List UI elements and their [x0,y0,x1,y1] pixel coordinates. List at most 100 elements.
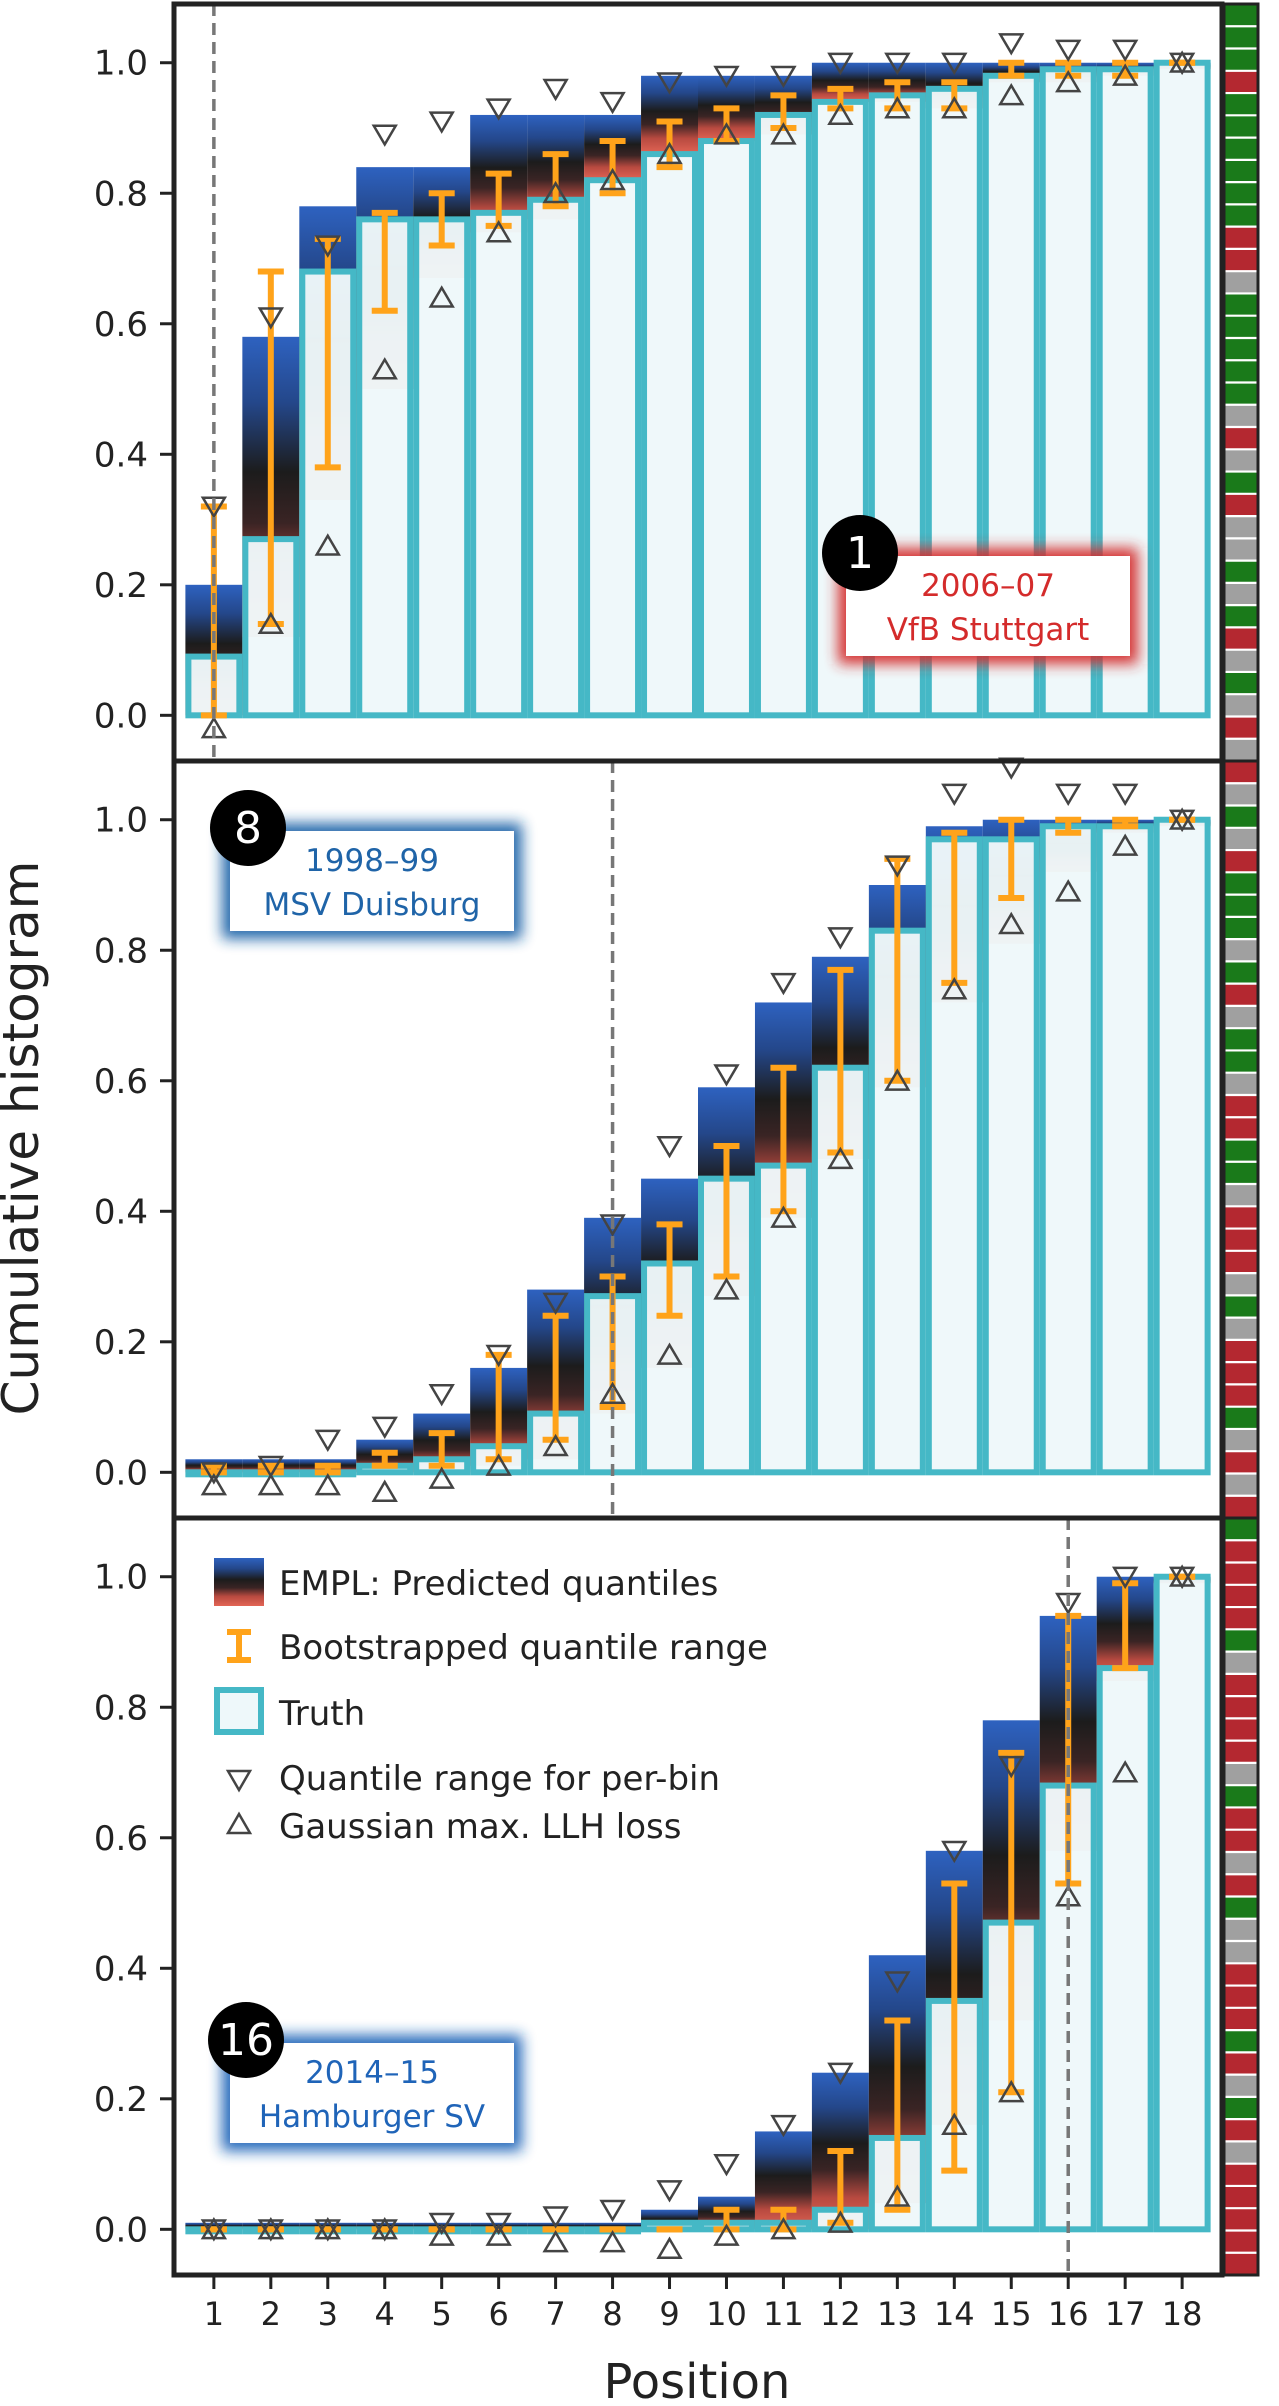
bootstrap-range-6 [485,170,512,229]
y-tick-label: 0.8 [94,931,148,971]
legend-label-1: EMPL: Predicted quantiles [279,1564,718,1604]
up-triangle-17 [1111,833,1139,856]
bootstrap-range-9 [656,1221,683,1319]
strip-cell [1224,2096,1258,2120]
x-tick-label: 3 [318,2295,338,2333]
strip-cell [1224,1807,1258,1831]
y-tick-label: 0.0 [94,696,148,736]
strip-cell [1224,872,1258,896]
down-triangle-14 [941,52,968,76]
strip-cell [1224,182,1258,205]
down-triangle-14 [941,783,968,806]
up-triangle-13 [884,96,911,119]
down-triangle-10 [713,2154,740,2177]
strip-cell [1224,939,1258,962]
y-tick-label: 1.0 [94,1558,148,1598]
up-triangle-11 [770,122,797,145]
strip-cell [1224,271,1258,294]
strip-cell [1224,1273,1258,1296]
strip-cell [1224,649,1258,673]
up-triangle-9 [656,1342,683,1365]
bootstrap-range-5 [428,190,455,249]
bootstrap-range-3 [314,1462,341,1476]
x-tick-label: 10 [706,2295,747,2333]
y-axis-label: Cumulative histogram [0,861,50,1416]
y-tick-label: 0.8 [94,1688,148,1728]
strip-cell [1224,70,1258,94]
down-triangle-14 [941,1840,968,1864]
strip-cell [1224,1072,1258,1096]
up-triangle-17 [1111,1760,1139,1783]
bootstrap-range-7 [542,1312,569,1443]
strip-cell [1224,627,1258,651]
strip-cell [1224,293,1258,317]
strip-cell [1224,1384,1258,1408]
strip-cell [1224,2230,1258,2254]
strip-cell [1224,1317,1258,1341]
strip-cell [1224,1206,1258,1230]
strip-cell [1224,1785,1258,1808]
strip-cell [1224,716,1258,740]
y-tick-label: 1.0 [94,801,148,841]
team-label-box: 2014–15 Hamburger SV 16 [208,2002,522,2151]
x-tick-label: 7 [545,2295,565,2333]
bootstrap-range-15 [998,1749,1025,2096]
up-triangle-1 [200,2216,228,2240]
strip-cell [1224,738,1258,762]
strip-cell [1224,1228,1258,1252]
down-triangle-6 [485,1344,512,1368]
down-triangle-13 [884,1971,911,1994]
x-tick-label: 1 [204,2295,224,2333]
truth-bar-6 [470,209,528,719]
y-tick-label: 0.4 [94,435,148,475]
up-triangle-4 [371,2216,398,2240]
strip-cell [1224,2074,1258,2098]
panel-1: 0.0 0.2 0.4 0.6 0.8 1.0 2006–07 VfB Stuttgart 1 [94,1,1260,764]
y-tick-label: 0.0 [94,1453,148,1493]
rank-badge [822,515,898,591]
bootstrap-range-12 [827,966,854,1156]
legend-swatch-up-triangle [225,1811,253,1835]
rank-number: 1 [846,528,874,579]
strip-cell [1224,2007,1258,2031]
y-tick-label: 0.4 [94,1949,148,1989]
down-triangle-16 [1055,39,1082,63]
down-triangle-7 [542,2206,569,2229]
strip-cell [1224,337,1258,361]
legend-label-4: Quantile range for per-bin [279,1759,720,1799]
strip-cell [1224,382,1258,406]
up-triangle-12 [827,1146,854,1170]
label-background [846,556,1130,656]
strip-cell [1224,1718,1258,1742]
truth-bar-10 [698,138,755,719]
strip-cell [1224,449,1258,473]
x-axis: 1 2 3 4 5 6 7 8 9 10 11 12 13 14 15 16 17 18 [204,2275,1202,2333]
y-tick-label: 0.2 [94,566,148,606]
strip-cell [1224,26,1258,50]
strip-cell [1224,582,1258,606]
strip-cell [1224,1540,1258,1564]
strip-cell [1224,761,1258,784]
strip-cell [1224,1696,1258,1719]
y-tick-label: 0.4 [94,1192,148,1232]
y-tick-label: 0.6 [94,305,148,345]
down-triangle-3 [314,235,341,258]
panel-3: 0.0 0.2 0.4 0.6 0.8 1.0 2014–15 Hamburger SV 16 [94,1515,1260,2278]
down-triangle-1 [200,1462,228,1485]
x-tick-label: 8 [602,2295,622,2333]
down-triangle-5 [428,2212,455,2236]
strip-cell [1224,1941,1258,1964]
down-triangle-3 [314,1429,341,1453]
strip-cell [1224,1295,1258,1319]
strip-cell [1224,605,1258,628]
up-triangle-13 [884,1068,911,1091]
down-triangle-8 [599,1214,626,1237]
strip-cell [1224,1139,1258,1163]
y-tick-label: 0.8 [94,174,148,214]
x-tick-label: 15 [991,2295,1032,2333]
quantile-bar-3 [299,2222,357,2230]
rank-number: 8 [234,803,262,854]
x-tick-label: 9 [659,2295,679,2333]
up-triangle-5 [428,2223,455,2246]
up-triangle-2 [257,611,285,635]
